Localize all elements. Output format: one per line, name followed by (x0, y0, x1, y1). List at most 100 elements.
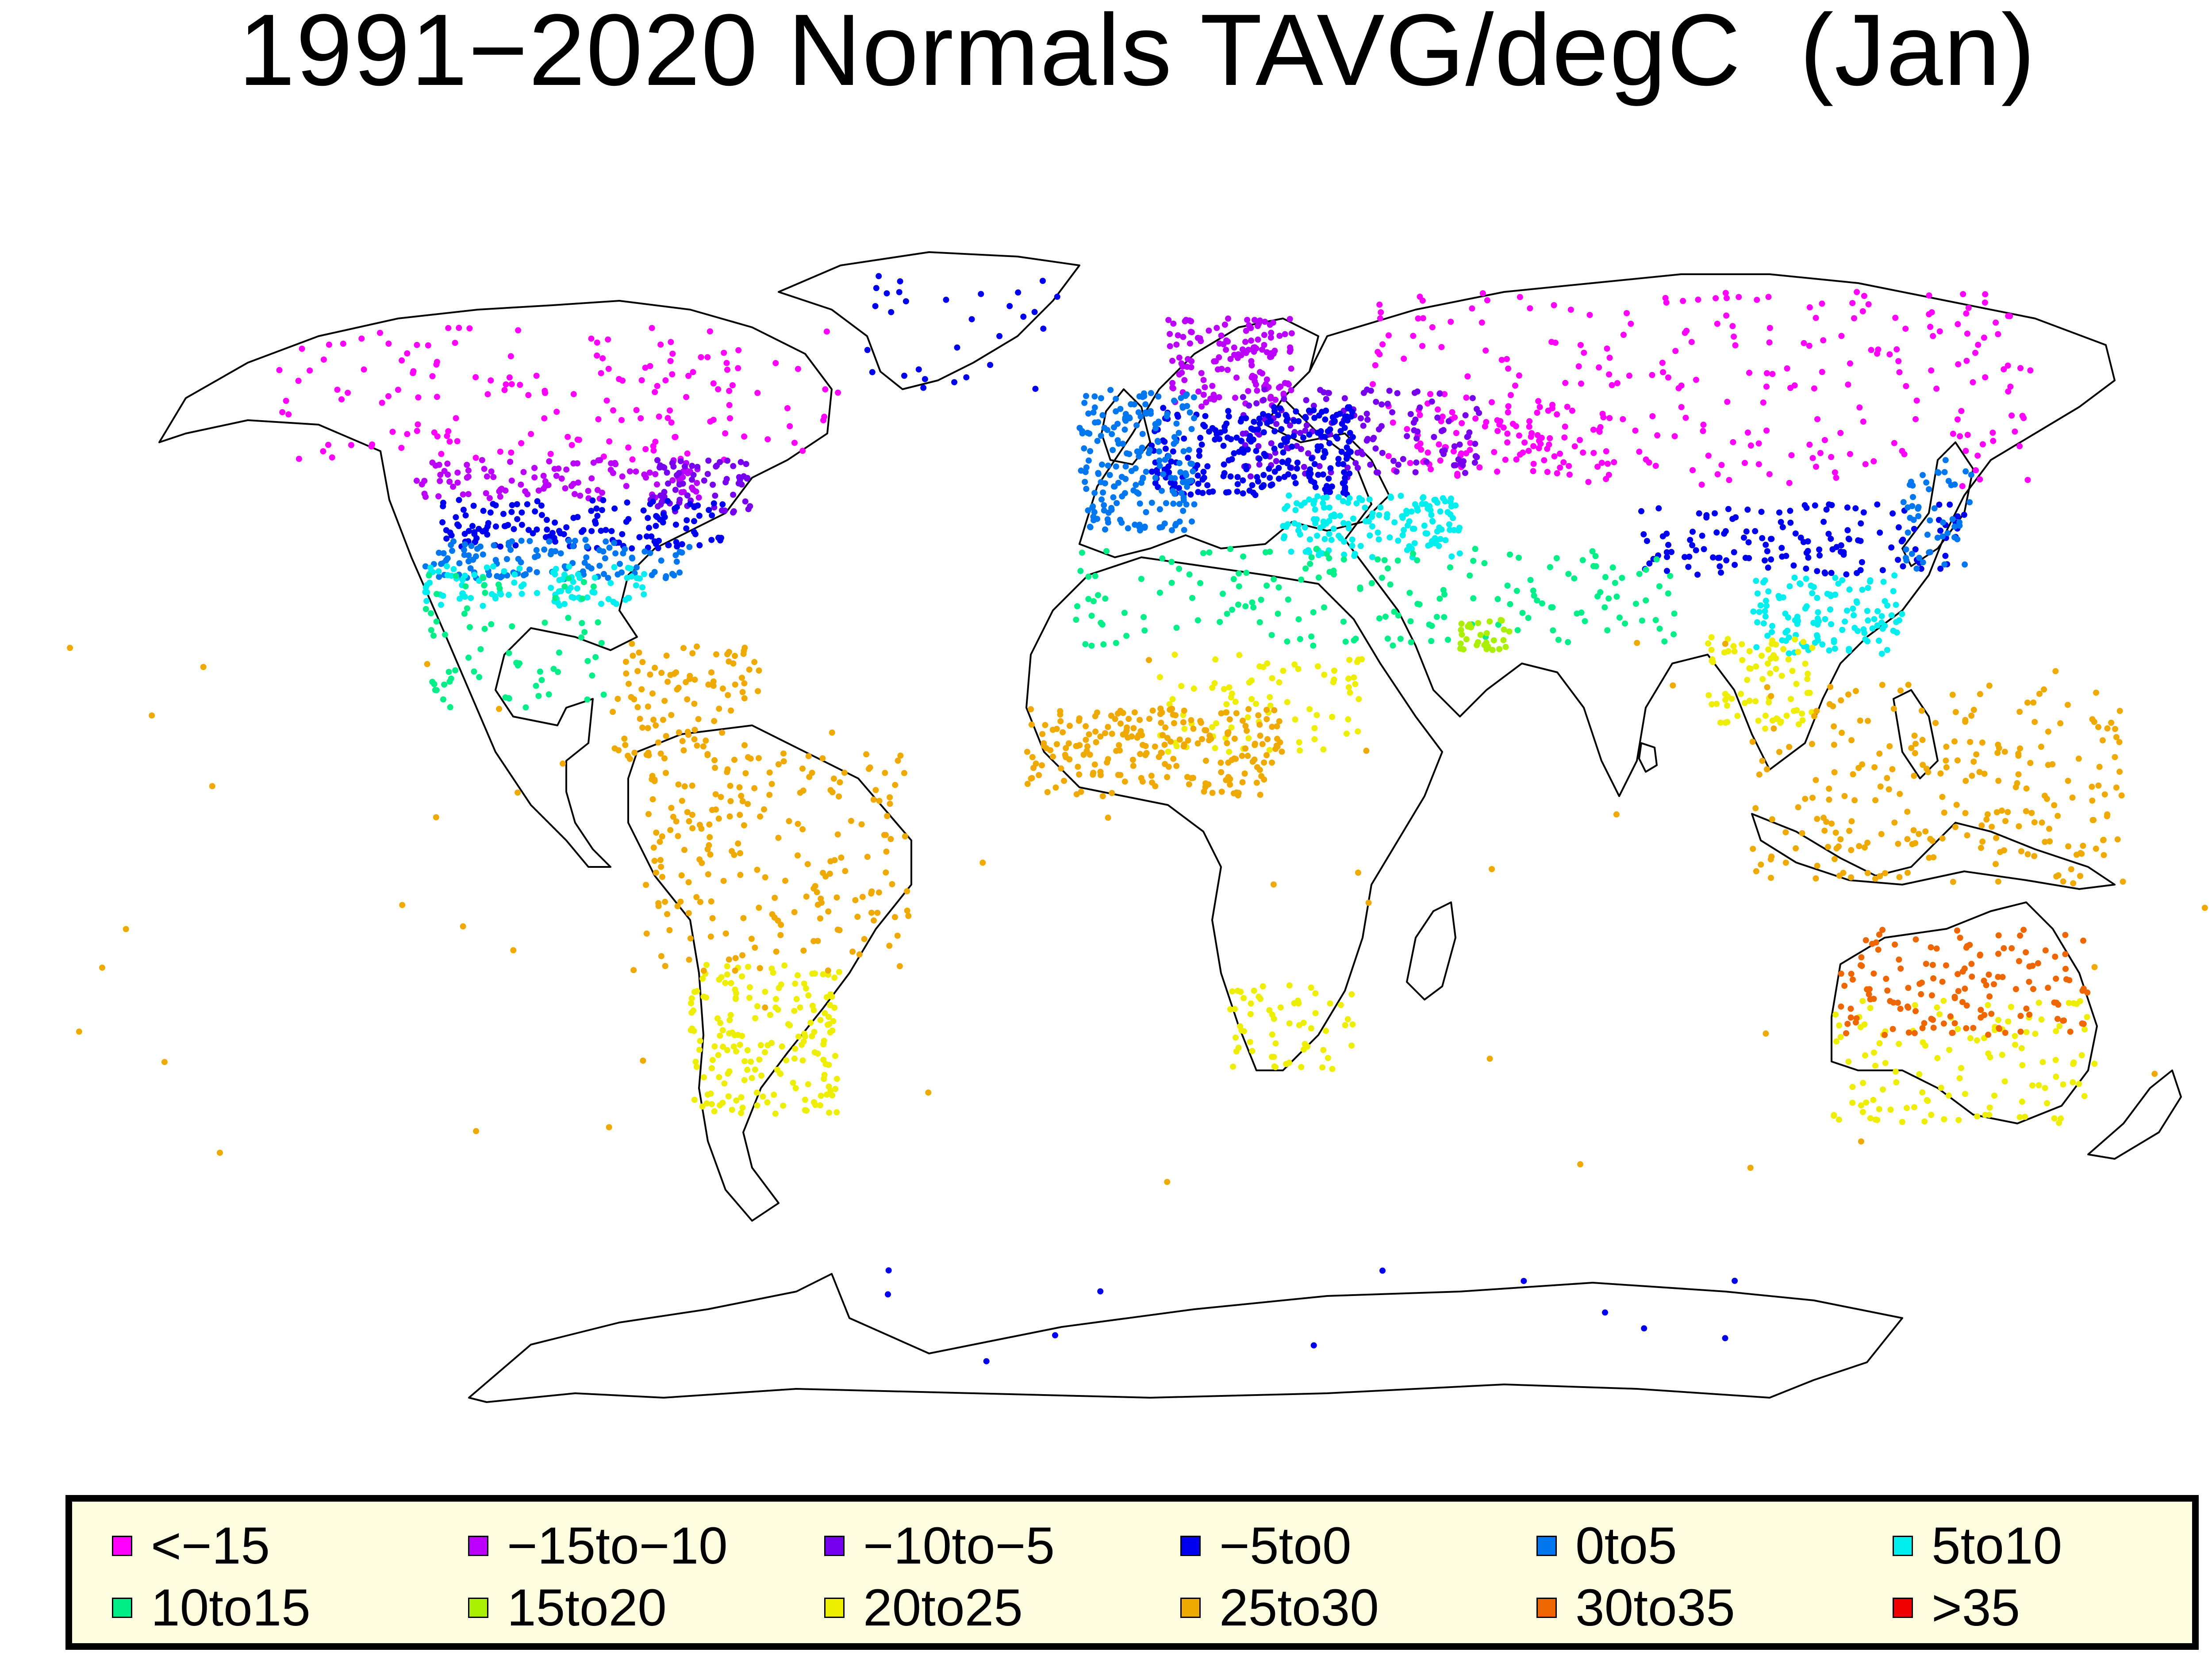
station-marker (647, 363, 653, 369)
station-marker (1245, 706, 1252, 713)
station-marker (1940, 519, 1946, 526)
station-marker (1995, 878, 2001, 885)
station-marker (1165, 763, 1172, 770)
station-marker (2047, 838, 2053, 845)
station-marker (2052, 1057, 2059, 1063)
station-marker (568, 483, 575, 489)
station-marker (1047, 747, 1054, 754)
station-marker (1519, 610, 1526, 616)
station-marker (1370, 381, 1376, 387)
station-marker (2052, 668, 2059, 675)
station-marker (2012, 1042, 2018, 1048)
station-marker (1680, 298, 1686, 304)
station-marker (1281, 436, 1287, 442)
station-marker (1259, 346, 1265, 353)
station-marker (657, 464, 663, 471)
station-marker (680, 480, 686, 487)
station-marker (534, 569, 540, 575)
station-marker (2116, 768, 2123, 775)
station-marker (1310, 402, 1317, 409)
station-marker (426, 579, 433, 586)
station-marker (1874, 501, 1881, 508)
station-marker (1260, 411, 1267, 418)
station-marker (2084, 1014, 2090, 1020)
station-marker (987, 362, 994, 368)
station-marker (1301, 499, 1308, 506)
africa-outline (1025, 556, 1443, 1071)
station-marker (1887, 998, 1893, 1004)
station-marker (1564, 403, 1571, 410)
station-marker (1857, 567, 1864, 573)
station-marker (1986, 682, 1993, 689)
station-marker (1280, 449, 1286, 456)
station-marker (2024, 699, 2031, 706)
station-marker (1606, 371, 1613, 378)
station-marker (1467, 440, 1474, 446)
station-marker (577, 492, 584, 499)
station-marker (1209, 684, 1216, 691)
station-marker (2001, 1078, 2008, 1085)
station-marker (1211, 358, 1217, 364)
station-marker (1444, 509, 1451, 515)
station-marker (1199, 476, 1206, 483)
station-marker (1729, 323, 1736, 330)
station-marker (1105, 462, 1111, 469)
station-marker (704, 751, 711, 757)
station-marker (1239, 779, 1246, 786)
station-marker (1169, 705, 1175, 712)
station-marker (711, 1108, 718, 1115)
station-marker (2151, 1070, 2158, 1077)
station-marker (1170, 385, 1176, 391)
station-marker (664, 498, 671, 504)
station-marker (1302, 414, 1309, 420)
station-marker (1181, 435, 1187, 442)
station-marker (1221, 322, 1228, 328)
station-marker (705, 871, 711, 878)
station-marker (1604, 345, 1610, 352)
station-marker (800, 947, 807, 954)
station-marker (2005, 313, 2012, 319)
station-marker (1954, 927, 1960, 934)
station-marker (1949, 691, 1956, 698)
station-marker (1912, 936, 1919, 943)
station-marker (1305, 450, 1311, 456)
station-marker (1196, 448, 1202, 454)
station-marker (1278, 442, 1284, 449)
station-marker (1905, 529, 1911, 536)
station-marker (1530, 468, 1536, 475)
station-marker (1857, 717, 1863, 724)
station-marker (2095, 724, 2101, 730)
station-marker (611, 505, 618, 512)
station-marker (1253, 448, 1260, 454)
station-marker (1973, 467, 1979, 474)
station-marker (1470, 558, 1477, 564)
station-marker (1708, 634, 1715, 640)
station-marker (1310, 407, 1317, 414)
station-marker (414, 428, 420, 434)
station-marker (1340, 556, 1347, 563)
station-marker (434, 591, 440, 597)
station-marker (2113, 784, 2120, 791)
station-marker (1198, 403, 1205, 410)
station-marker (1951, 1020, 1958, 1027)
station-marker (1231, 450, 1237, 456)
station-marker (737, 1042, 743, 1048)
station-marker (1916, 1071, 1923, 1077)
station-marker (436, 461, 442, 468)
station-marker (1482, 347, 1489, 354)
station-marker (1229, 606, 1235, 613)
station-marker (1277, 405, 1283, 412)
station-marker (772, 360, 779, 366)
station-marker (2074, 851, 2080, 858)
station-marker (1155, 439, 1161, 445)
station-marker (1951, 481, 1958, 488)
station-marker (1838, 697, 1844, 704)
station-marker (1955, 361, 1962, 368)
station-marker (1661, 638, 1668, 645)
station-marker (1181, 527, 1187, 533)
station-marker (1977, 691, 1983, 698)
station-marker (1698, 481, 1705, 488)
station-marker (678, 872, 685, 879)
station-marker (779, 1043, 785, 1050)
station-marker (592, 654, 599, 660)
